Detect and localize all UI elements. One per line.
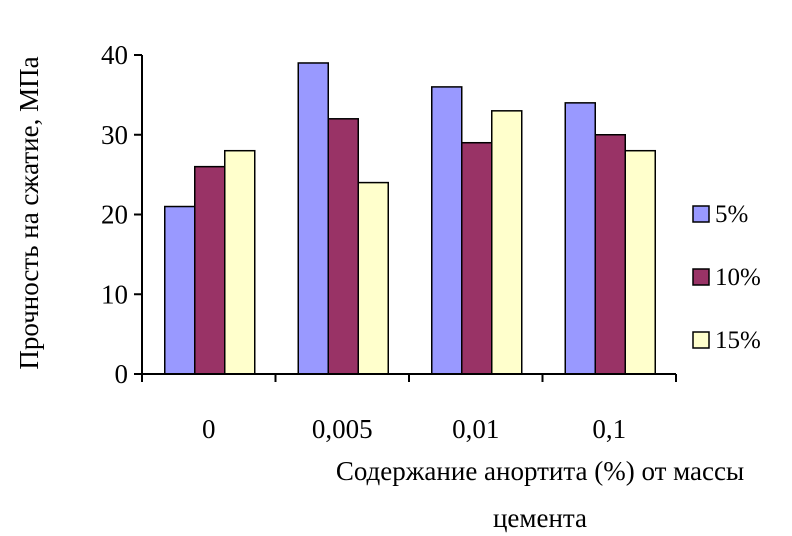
bar-10pct-2 — [461, 141, 493, 375]
x-axis-title-line-2: цемента — [493, 503, 587, 533]
bar-5pct-1 — [297, 62, 329, 375]
y-tick-label: 0 — [115, 359, 129, 389]
bar-5pct-0 — [164, 205, 196, 375]
bar-15pct-3 — [624, 149, 656, 375]
x-axis-title-line-1: Содержание анортита (%) от массы — [336, 456, 744, 486]
y-ticks: 0 10 20 30 40 — [101, 40, 142, 389]
legend-label: 15% — [715, 327, 761, 354]
bars-layer — [164, 62, 656, 375]
bar-5pct-2 — [431, 86, 463, 375]
bar-15pct-1 — [357, 181, 389, 375]
bar-15pct-0 — [224, 149, 256, 375]
bar-10pct-3 — [594, 134, 626, 375]
y-tick-label: 30 — [101, 120, 128, 150]
y-tick-label: 10 — [101, 279, 128, 309]
bar-10pct-1 — [327, 118, 359, 375]
y-tick-label: 40 — [101, 40, 128, 70]
y-axis-title: Прочность на сжатие, МПа — [14, 56, 44, 369]
x-tick-label: 0,01 — [452, 414, 499, 444]
x-tick-label: 0 — [202, 414, 216, 444]
legend-label: 10% — [715, 264, 761, 291]
legend-swatch — [692, 331, 710, 349]
legend-label: 5% — [715, 201, 748, 228]
x-tick-label: 0,1 — [592, 414, 626, 444]
bar-5pct-3 — [564, 102, 596, 375]
x-ticks: 0 0,005 0,01 0,1 — [141, 374, 677, 444]
bar-10pct-0 — [194, 165, 226, 375]
legend-swatch — [692, 205, 710, 223]
legend-swatch — [692, 268, 710, 286]
y-tick-label: 20 — [101, 200, 128, 230]
bar-15pct-2 — [491, 110, 523, 375]
x-tick-label: 0,005 — [312, 414, 373, 444]
legend: 5% 10% 15% — [692, 201, 761, 354]
